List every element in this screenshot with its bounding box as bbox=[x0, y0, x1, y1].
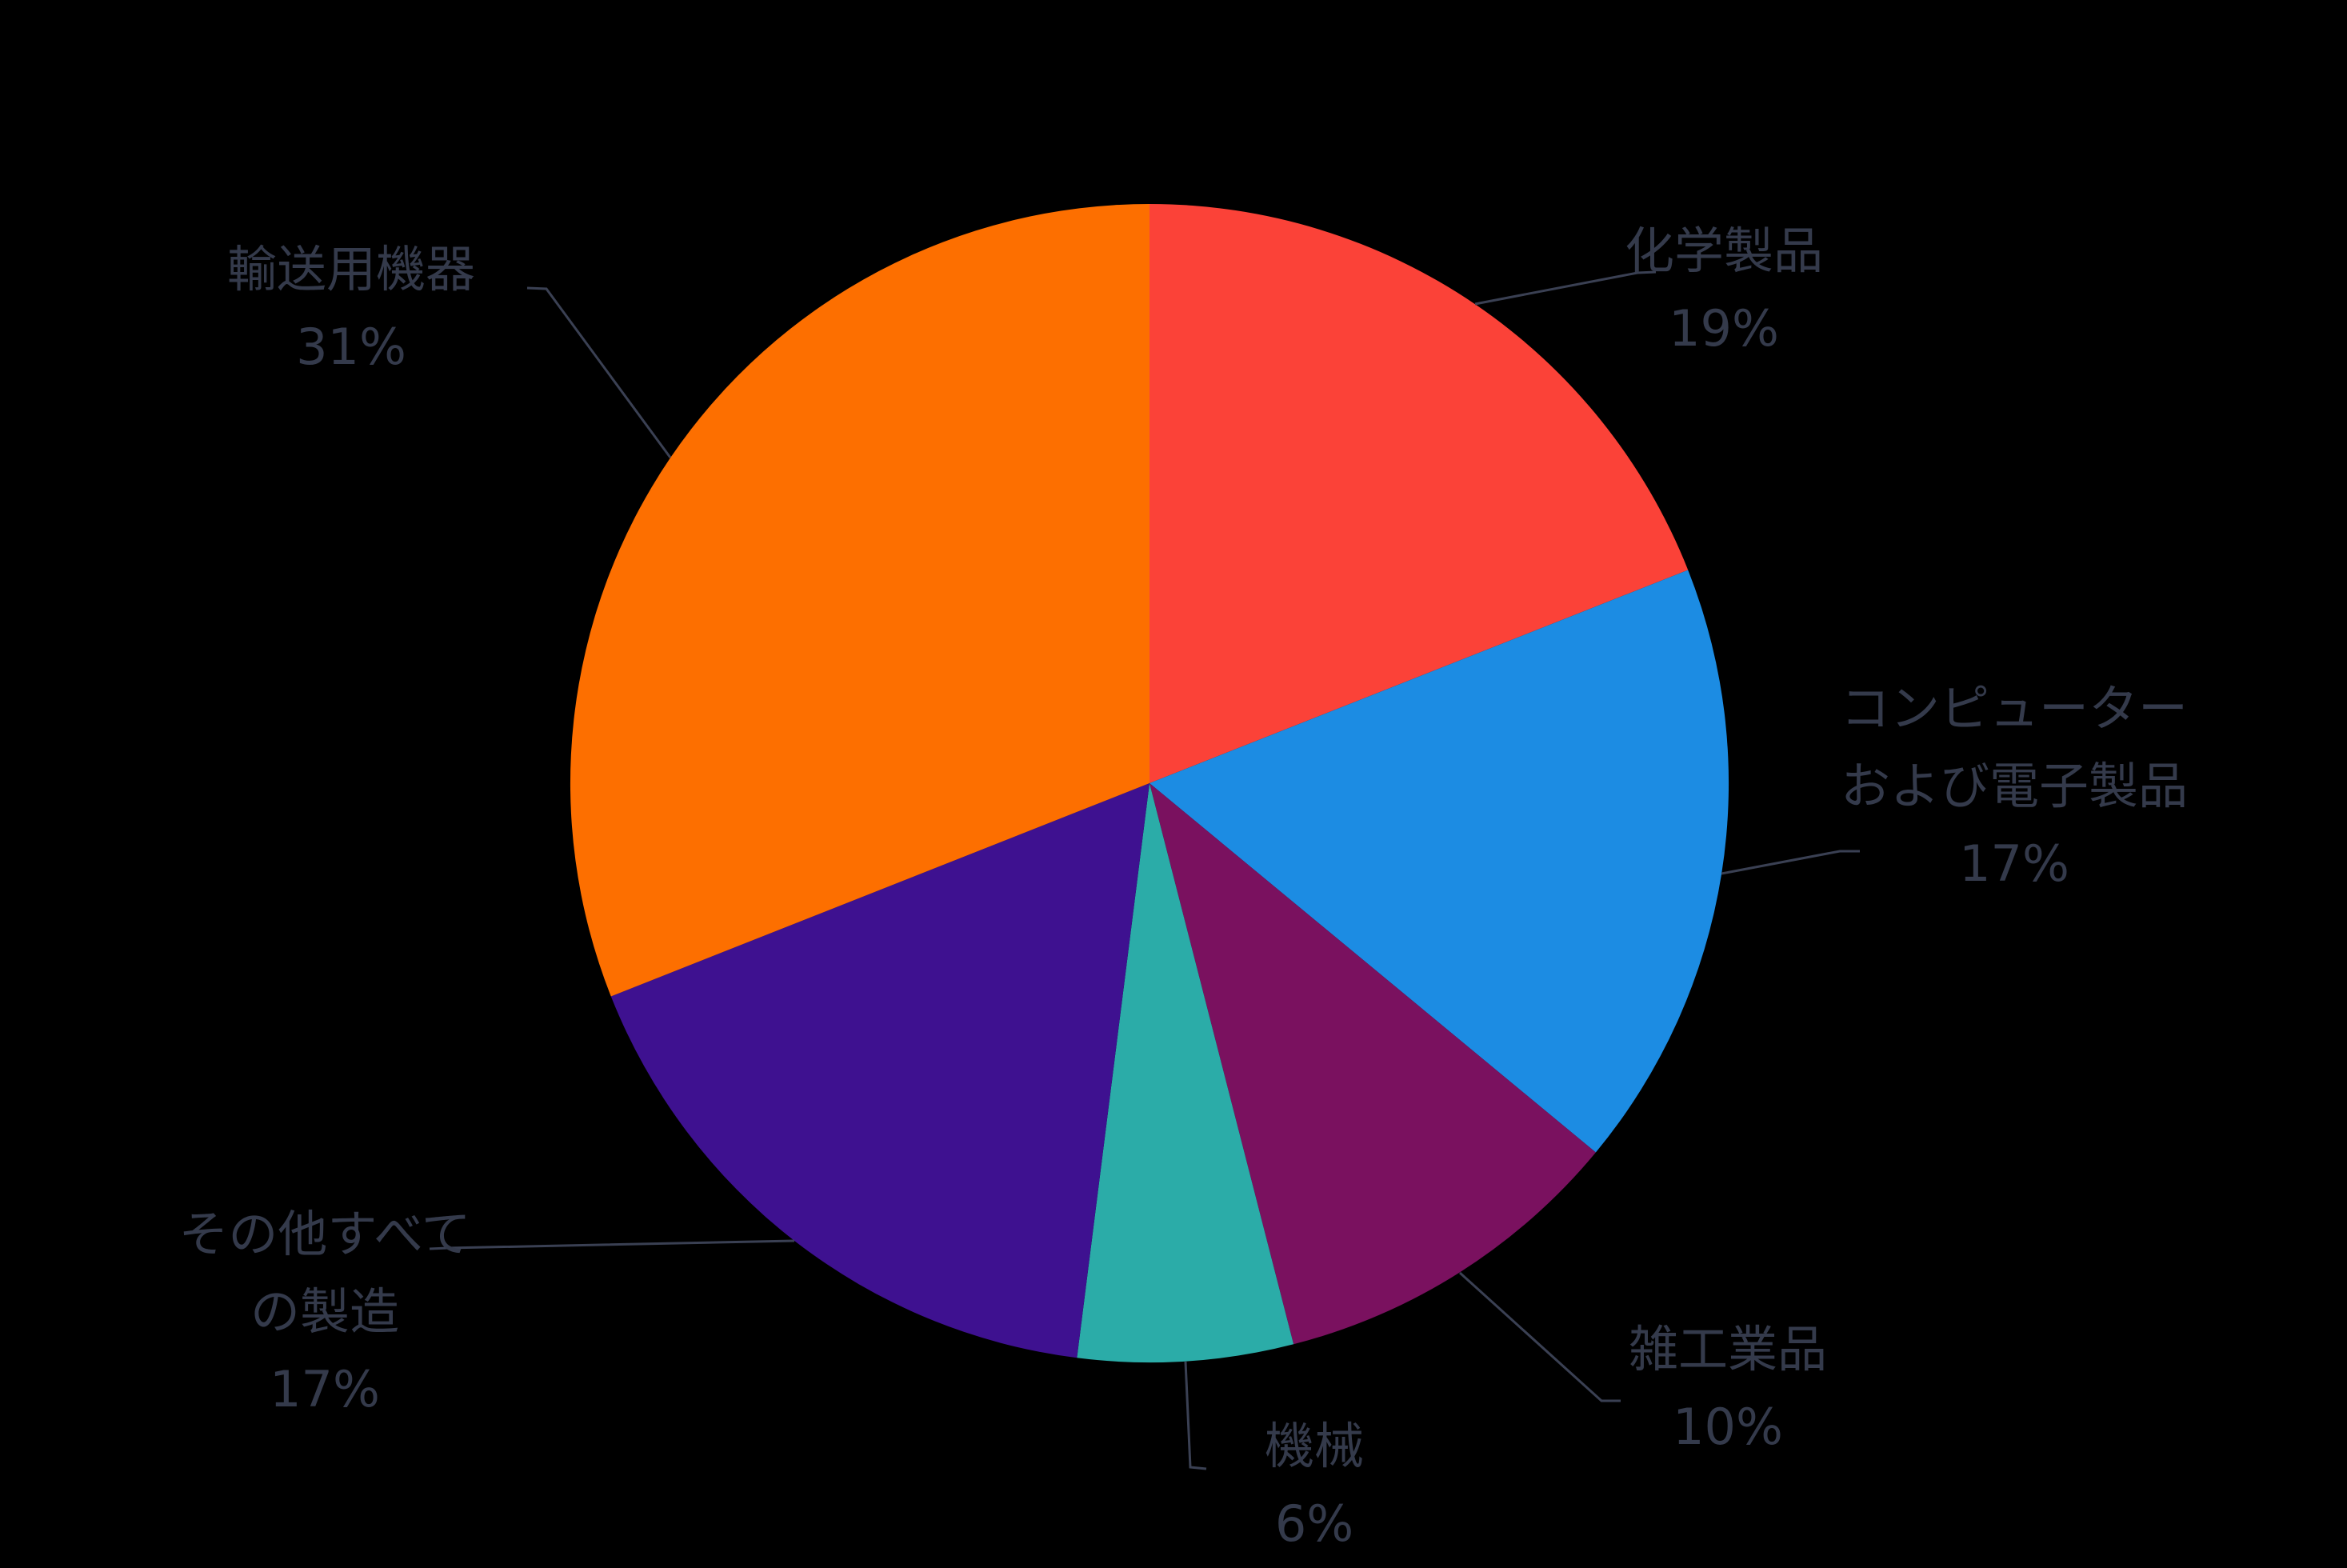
slice-label-name: 機械 bbox=[1264, 1417, 1365, 1475]
slice-label-name: および電子製品 bbox=[1840, 757, 2189, 815]
pie-slice-5 bbox=[570, 203, 1150, 997]
leader-line-3 bbox=[1184, 1361, 1207, 1470]
slice-label-pct: 17% bbox=[1959, 834, 2069, 893]
leader-line-2 bbox=[1458, 1271, 1621, 1402]
slice-label-pct: 17% bbox=[270, 1360, 380, 1418]
slice-label-transportation-equipment: 輸送用機器 31% bbox=[227, 230, 475, 386]
slice-label-name: コンピューター bbox=[1840, 679, 2189, 738]
slice-label-pct: 19% bbox=[1669, 299, 1779, 358]
leader-line-1 bbox=[1721, 850, 1860, 875]
slice-label-name: 雑工業品 bbox=[1628, 1320, 1828, 1378]
slice-label-computers-electronics: コンピューター および電子製品 17% bbox=[1841, 670, 2188, 902]
slice-label-pct: 31% bbox=[296, 318, 406, 376]
slice-label-misc-manufactures: 雑工業品 10% bbox=[1629, 1310, 1827, 1466]
slice-label-chemicals: 化学製品 19% bbox=[1625, 212, 1823, 367]
pie-slice-3 bbox=[1077, 783, 1294, 1363]
pie-slice-4 bbox=[610, 783, 1150, 1358]
pie-slice-1 bbox=[1150, 570, 1729, 1153]
slice-label-name: 輸送用機器 bbox=[226, 240, 476, 298]
slice-label-machinery: 機械 6% bbox=[1265, 1407, 1364, 1562]
slice-label-all-other-manufacturing: その他すべて の製造 17% bbox=[178, 1195, 470, 1428]
slice-label-name: の製造 bbox=[250, 1282, 399, 1341]
slice-label-pct: 6% bbox=[1274, 1494, 1354, 1553]
leader-line-0 bbox=[1474, 270, 1657, 306]
slice-label-name: 化学製品 bbox=[1624, 222, 1824, 280]
leader-line-4 bbox=[429, 1239, 795, 1250]
pie-slice-0 bbox=[1150, 204, 1689, 783]
pie-slice-2 bbox=[1150, 783, 1596, 1345]
slice-label-name: その他すべて bbox=[178, 1205, 471, 1263]
leader-line-5 bbox=[526, 286, 672, 458]
slice-label-pct: 10% bbox=[1673, 1398, 1783, 1456]
